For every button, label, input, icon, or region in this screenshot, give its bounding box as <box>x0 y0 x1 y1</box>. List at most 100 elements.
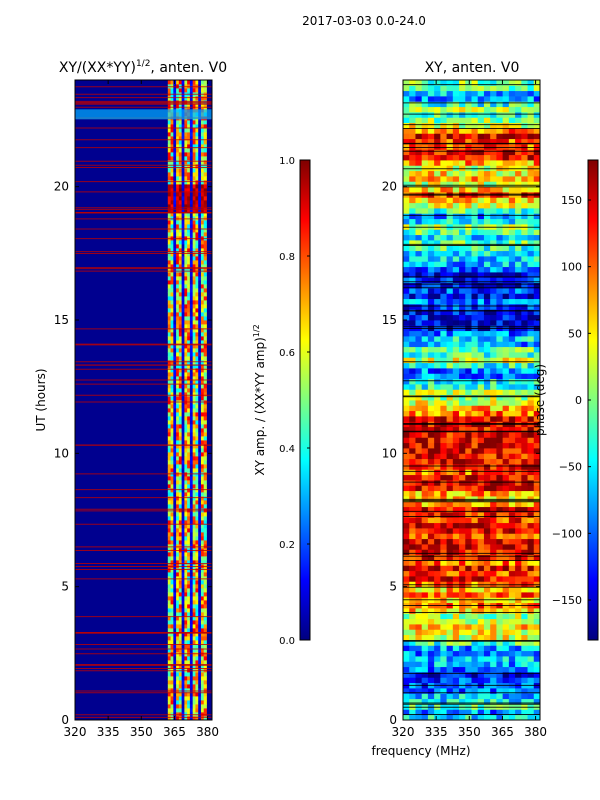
amp-cell <box>198 484 202 489</box>
amp-cell <box>167 552 171 557</box>
phase-cell <box>459 490 466 497</box>
phase-cell <box>527 256 535 262</box>
phase-cell <box>465 314 472 321</box>
phase-cell <box>490 341 497 348</box>
phase-cell <box>533 522 541 529</box>
amp-cell <box>203 140 207 145</box>
phase-cell <box>508 250 516 257</box>
phase-cell <box>496 645 504 652</box>
phase-cell <box>483 389 491 396</box>
amp-cell <box>173 304 177 309</box>
amp-cell <box>195 84 199 89</box>
amp-cell <box>167 596 171 601</box>
amp-cell <box>192 632 196 637</box>
phase-cell <box>403 293 410 300</box>
amp-cell <box>167 624 171 629</box>
amp-cell <box>167 464 171 469</box>
phase-cell <box>446 128 454 134</box>
phase-cell <box>533 362 541 369</box>
amp-cell <box>167 376 171 381</box>
phase-cell <box>502 405 510 412</box>
amp-cell <box>195 392 199 397</box>
amp-cell <box>173 644 177 649</box>
amp-cell <box>173 416 177 421</box>
amp-cell <box>170 212 174 217</box>
amp-cell <box>167 424 171 429</box>
amp-cell <box>176 176 180 181</box>
amp-cell <box>187 560 191 565</box>
amp-cell <box>187 608 191 613</box>
phase-cell <box>440 661 447 668</box>
amp-cell <box>170 576 174 581</box>
phase-cell <box>515 341 522 348</box>
amp-cell <box>195 524 199 529</box>
phase-cell <box>527 576 535 582</box>
amp-cell <box>200 576 205 581</box>
phase-cell <box>471 144 479 150</box>
amp-cell <box>189 404 194 409</box>
amp-cell <box>167 240 171 245</box>
amp-cell <box>200 708 205 713</box>
phase-cell <box>452 629 460 636</box>
phase-cell <box>483 213 491 220</box>
amp-cell <box>181 220 185 225</box>
amp-cell <box>192 80 196 85</box>
phase-cell <box>471 96 479 102</box>
phase-cell <box>527 672 535 678</box>
amp-cell <box>203 160 207 165</box>
amp-cell <box>195 348 199 353</box>
amp-cell <box>178 308 183 313</box>
phase-cell <box>434 90 441 97</box>
phase-cell <box>427 592 435 598</box>
phase-cell <box>477 453 485 460</box>
phase-cell <box>446 437 454 444</box>
amp-cell <box>167 684 171 689</box>
phase-cell <box>440 544 447 550</box>
phase-cell <box>446 378 454 385</box>
amp-cell <box>203 632 207 637</box>
amp-cell <box>173 612 177 617</box>
amp-cell <box>187 524 191 529</box>
phase-cell <box>477 570 485 577</box>
phase-cell <box>502 560 510 566</box>
phase-cell <box>409 650 416 657</box>
phase-cell <box>483 298 491 305</box>
phase-cell <box>477 581 485 588</box>
phase-cell <box>427 320 435 326</box>
phase-cell <box>496 448 504 454</box>
phase-cell <box>452 677 460 684</box>
amp-cell <box>198 348 202 353</box>
phase-cell <box>521 144 528 150</box>
amp-cell <box>178 144 183 149</box>
phase-cell <box>440 613 447 620</box>
phase-cell <box>477 304 485 310</box>
phase-cell <box>409 282 416 289</box>
amp-cell <box>181 180 185 185</box>
phase-cell <box>427 426 435 433</box>
amp-cell <box>187 584 191 589</box>
amp-cell <box>184 220 188 225</box>
amp-cell <box>184 620 188 625</box>
phase-cell <box>490 272 497 278</box>
phase-cell <box>446 176 454 182</box>
phase-cell <box>496 608 504 614</box>
phase-cell <box>452 362 460 369</box>
phase-cell <box>434 528 441 534</box>
phase-cell <box>409 298 416 305</box>
phase-cell <box>496 138 504 145</box>
phase-cell <box>508 309 516 316</box>
phase-cell <box>521 282 528 289</box>
amp-cell <box>195 708 199 713</box>
phase-cell <box>465 560 472 566</box>
amp-cell <box>178 376 183 381</box>
phase-cell <box>421 426 429 433</box>
phase-cell <box>527 304 535 310</box>
phase-cell <box>477 693 485 700</box>
phase-cell <box>446 666 454 673</box>
phase-cell <box>403 304 410 310</box>
phase-cell <box>409 208 416 214</box>
amp-cell <box>170 600 174 605</box>
phase-cell <box>496 442 504 449</box>
amp-cell <box>170 396 174 401</box>
amp-cell <box>192 380 196 385</box>
